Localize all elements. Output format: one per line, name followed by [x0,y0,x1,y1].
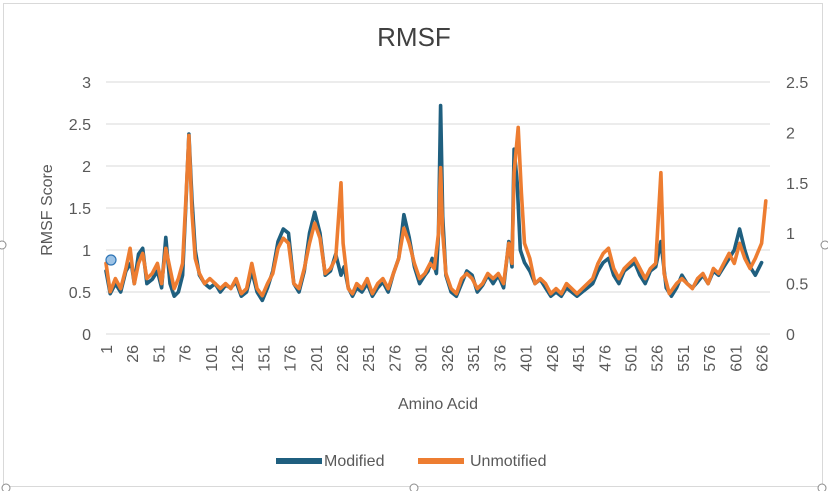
y-tick-label: 0 [82,327,91,344]
y2-tick-label: 0 [786,327,795,344]
series-layer [104,103,768,303]
x-tick-label: 151 [256,345,273,372]
y-tick-label: 3 [82,75,91,92]
y-tick-label: 2 [82,159,91,176]
x-tick-label: 26 [125,345,142,363]
x-tick-label: 226 [335,345,352,372]
y-tick-label: 0.5 [69,285,91,302]
y-axis-ticks: 0 0.5 1 1.5 2 2.5 3 [69,75,91,344]
x-tick-label: 601 [728,345,745,372]
y2-tick-label: 2.5 [786,75,808,92]
x-tick-label: 401 [519,345,536,372]
y2-axis-ticks: 0 0.5 1 1.5 2 2.5 [786,75,808,344]
x-tick-label: 476 [597,345,614,372]
series-line-unmotified [104,125,768,298]
x-tick-label: 301 [414,345,431,372]
legend-label-modified: Modified [324,453,384,470]
y2-tick-label: 1 [786,226,795,243]
y2-tick-label: 2 [786,125,795,142]
selection-handles [0,240,828,491]
x-tick-label: 576 [702,345,719,372]
x-tick-label: 526 [650,345,667,372]
x-tick-label: 326 [440,345,457,372]
legend-label-unmotified: Unmotified [470,453,546,470]
y-tick-label: 1 [82,243,91,260]
resize-handle-bottom[interactable] [409,483,419,491]
x-tick-label: 551 [676,345,693,372]
resize-handle-bottom-right[interactable] [817,483,827,491]
resize-handle-left[interactable] [0,240,7,250]
x-tick-label: 101 [204,345,221,372]
resize-handle-right[interactable] [820,240,828,250]
x-tick-label: 176 [283,345,300,372]
y-tick-label: 1.5 [69,201,91,218]
x-tick-label: 1 [99,345,116,354]
x-tick-label: 451 [571,345,588,372]
y2-tick-label: 0.5 [786,277,808,294]
resize-handle-bottom-left[interactable] [1,483,11,491]
x-tick-label: 76 [178,345,195,363]
y-axis-label: RMSF Score [39,164,56,256]
x-tick-label: 376 [492,345,509,372]
x-tick-label: 276 [387,345,404,372]
x-tick-label: 626 [755,345,772,372]
legend: Modified Unmotified [276,453,546,470]
chart-frame [3,3,823,487]
x-tick-label: 126 [230,345,247,372]
x-axis-label: Amino Acid [398,396,478,413]
x-tick-label: 501 [623,345,640,372]
x-tick-label: 201 [309,345,326,372]
x-tick-label: 251 [361,345,378,372]
y-tick-label: 2.5 [69,117,91,134]
y2-tick-label: 1.5 [786,176,808,193]
x-tick-label: 51 [151,345,168,363]
x-tick-label: 426 [545,345,562,372]
x-axis-ticks: 1 26 51 76 101 126 151 176 201 226 251 276 301 326 351… [99,333,772,372]
chart-title: RMSF [377,22,451,52]
selected-point-marker[interactable] [105,254,117,266]
x-tick-label: 351 [466,345,483,372]
